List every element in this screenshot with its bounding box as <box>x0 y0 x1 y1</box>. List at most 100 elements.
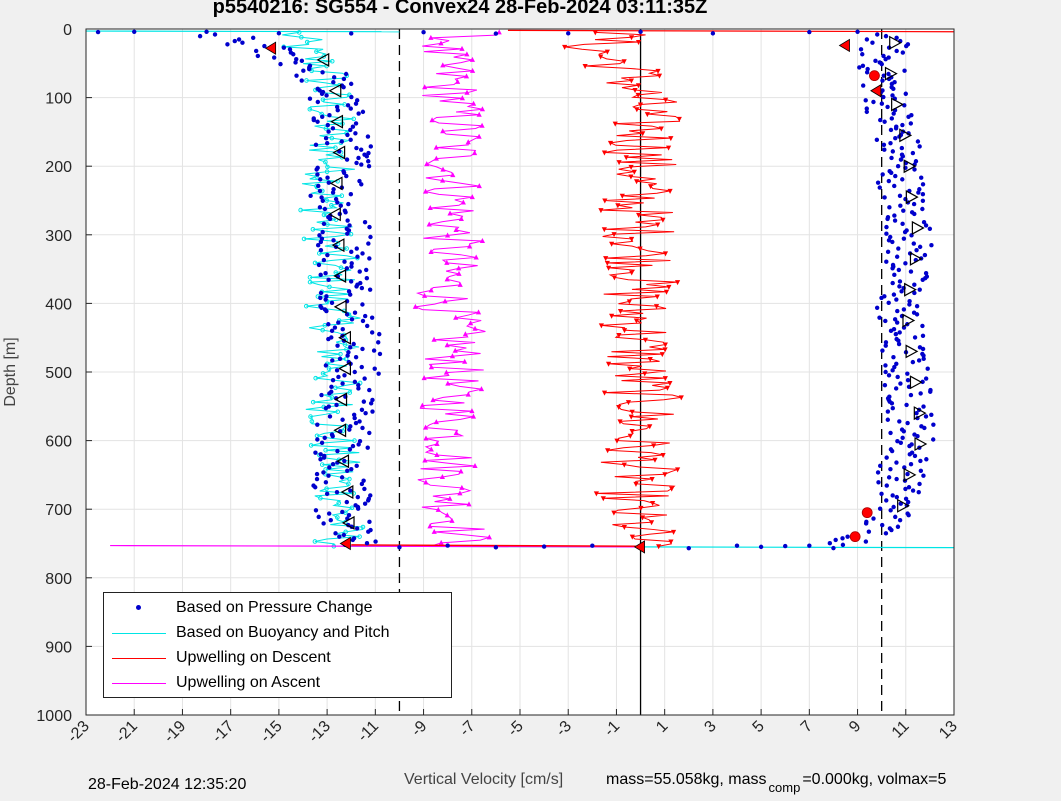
x-tick-label: 7 <box>798 718 816 736</box>
upwelling-ascent-marker <box>465 391 471 397</box>
buoyancy-point <box>329 203 334 208</box>
upwelling-ascent-marker <box>469 194 475 200</box>
pressure-point <box>886 373 892 378</box>
pressure-point <box>887 205 892 210</box>
pressure-point <box>883 56 888 62</box>
upwelling-descent-marker <box>678 395 684 401</box>
descent-triangle-marker <box>333 423 347 438</box>
pressure-point <box>321 257 327 263</box>
pressure-point <box>360 425 365 431</box>
pressure-point <box>352 415 357 421</box>
upwelling-ascent-marker <box>438 539 444 545</box>
pressure-point <box>349 466 354 472</box>
pressure-point <box>890 149 896 154</box>
upwelling-descent-marker <box>628 78 635 84</box>
highlight-circle-marker <box>861 507 873 519</box>
legend-label: Based on Buoyancy and Pitch <box>176 624 390 641</box>
pressure-point <box>342 458 347 464</box>
pressure-point <box>369 315 375 320</box>
pressure-point <box>908 392 914 398</box>
upwelling-descent-marker <box>598 54 604 60</box>
descent-triangle-marker <box>329 176 343 191</box>
pressure-point <box>920 198 926 203</box>
buoyancy-point <box>335 409 341 415</box>
pressure-point <box>326 277 331 283</box>
pressure-point <box>317 88 322 93</box>
upwelling-ascent-marker <box>447 210 453 216</box>
pressure-point <box>376 340 381 345</box>
pressure-point <box>894 35 899 40</box>
pressure-point <box>368 493 373 498</box>
legend-item-buoyancy: Based on Buoyancy and Pitch <box>104 621 451 646</box>
upwelling-ascent-marker <box>445 380 451 386</box>
pressure-point <box>916 489 921 495</box>
descent-triangle-marker <box>331 238 345 253</box>
upwelling-descent-marker <box>601 390 608 396</box>
upwelling-descent-marker <box>605 265 612 271</box>
pressure-point <box>880 78 885 83</box>
pressure-point <box>319 440 325 445</box>
pressure-point <box>354 463 359 469</box>
pressure-surface-point <box>493 31 499 36</box>
x-tick-label: -3 <box>553 718 575 740</box>
x-axis-label: Vertical Velocity [cm/s] <box>404 771 564 788</box>
x-tick-label: -13 <box>306 718 334 746</box>
buoyancy-point <box>343 529 348 535</box>
pressure-point <box>905 378 911 383</box>
pressure-point <box>895 308 900 314</box>
pressure-point <box>346 228 352 233</box>
descent-triangle-marker <box>336 454 350 469</box>
upwelling-descent-marker <box>662 376 668 382</box>
pressure-point <box>359 285 365 291</box>
upwelling-ascent-marker <box>439 177 446 183</box>
pressure-point <box>900 177 905 182</box>
upwelling-ascent-marker <box>444 276 450 282</box>
pressure-point <box>871 99 876 105</box>
pressure-point <box>906 513 911 518</box>
buoyancy-point <box>307 275 313 280</box>
pressure-point <box>366 159 371 164</box>
pressure-point <box>370 409 375 414</box>
pressure-point <box>335 108 340 113</box>
pressure-point <box>318 295 323 301</box>
pressure-point <box>889 401 895 406</box>
buoyancy-point <box>333 145 338 150</box>
pressure-point <box>362 219 368 225</box>
pressure-point <box>327 465 332 470</box>
pressure-point <box>366 241 371 246</box>
y-axis-label: Depth [m] <box>2 337 19 406</box>
pressure-point <box>893 126 899 131</box>
x-tick-label: 13 <box>936 718 961 743</box>
pressure-point <box>351 412 357 418</box>
pressure-point <box>914 303 920 309</box>
pressure-point <box>881 53 886 59</box>
upwelling-ascent-marker <box>433 155 439 161</box>
upwelling-descent-marker <box>627 433 633 439</box>
x-tick-label: -21 <box>113 718 141 746</box>
pressure-point <box>350 124 356 129</box>
upwelling-ascent-marker <box>462 331 468 337</box>
pressure-point <box>876 480 881 485</box>
legend-label: Based on Pressure Change <box>176 599 373 616</box>
ascent-triangle-marker <box>909 375 923 390</box>
upwelling-ascent-marker <box>421 375 427 381</box>
pressure-point <box>348 279 354 284</box>
pressure-point <box>895 438 900 444</box>
pressure-bottom-point <box>831 545 836 551</box>
x-tick-label: 5 <box>750 718 768 736</box>
pressure-point <box>903 486 908 492</box>
upwelling-descent-marker <box>637 246 643 252</box>
pressure-point <box>364 541 370 546</box>
upwelling-ascent-marker <box>479 122 485 128</box>
buoyancy-surface-line <box>85 30 400 33</box>
ascent-triangle-marker <box>914 437 928 452</box>
buoyancy-point <box>323 126 329 131</box>
upwelling-ascent-marker <box>458 216 464 222</box>
pressure-point <box>879 101 885 106</box>
upwelling-ascent-marker <box>464 89 470 95</box>
pressure-point <box>356 155 361 161</box>
highlight-triangle-marker <box>870 84 882 98</box>
pressure-point <box>917 481 922 487</box>
y-tick-label: 600 <box>45 434 72 451</box>
pressure-point <box>921 356 926 362</box>
